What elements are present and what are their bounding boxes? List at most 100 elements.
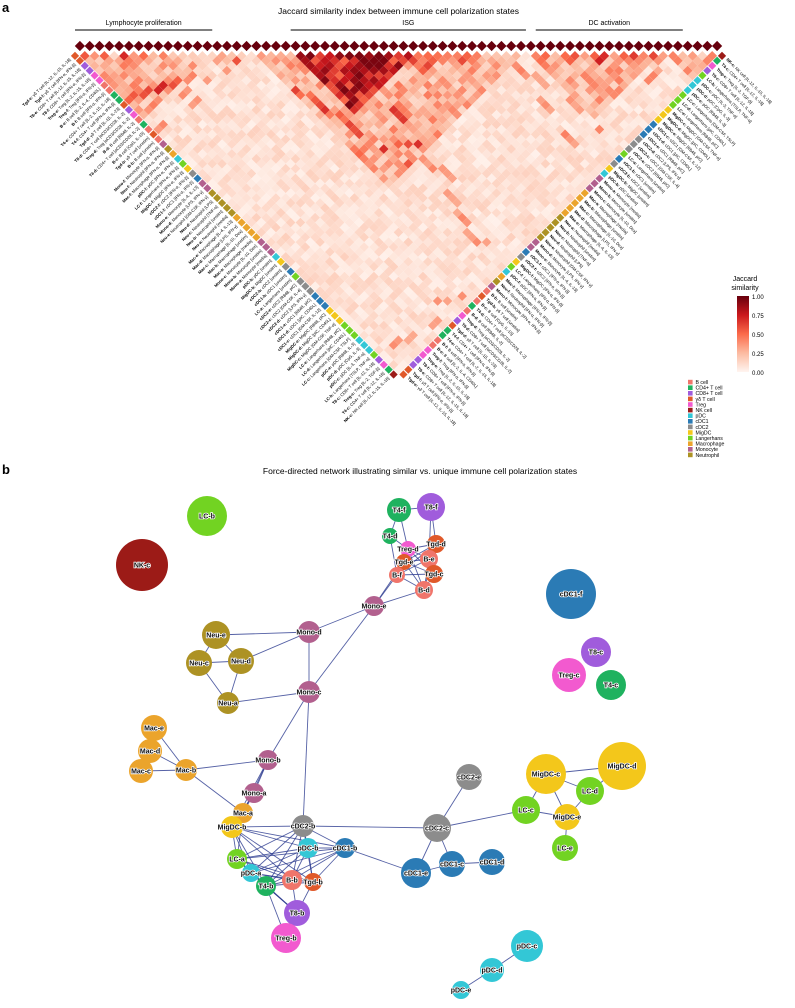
left-edge-marker [75,56,85,65]
node-label: T4-c [604,683,619,690]
heatmap-cell [266,90,276,101]
heatmap-cell [359,232,370,243]
heatmap-cell [628,109,639,120]
heatmap-cell [486,183,497,194]
heatmap-cell [383,60,394,71]
heatmap-cell [418,202,428,213]
heatmap-cell [236,178,247,189]
heatmap-cell [349,144,360,154]
heatmap-cell [398,55,409,66]
heatmap-cell [354,119,365,130]
right-edge-marker [453,316,462,325]
heatmap-diagonal-cell [251,40,262,52]
heatmap-cell [398,144,409,154]
heatmap-cell [236,139,247,150]
network-edge [215,631,310,636]
heatmap-cell [339,153,350,164]
heatmap-cell [329,202,340,213]
right-edge-marker [482,287,491,296]
heatmap-cell [413,198,424,208]
heatmap-cell [476,271,487,282]
heatmap-cell [491,119,502,130]
heatmap-cell [511,227,522,238]
heatmap-cell [423,286,433,297]
heatmap-cell [501,60,512,71]
heatmap-cell [462,247,473,257]
heatmap-cell [511,51,522,61]
heatmap-cell [432,129,443,140]
network-node [598,742,646,790]
heatmap-cell [432,100,443,110]
heatmap-cell [418,310,428,321]
heatmap-cell [432,198,443,208]
heatmap-diagonal-cell [712,40,723,52]
heatmap-cell [226,119,237,130]
heatmap-cell [378,75,389,86]
heatmap-cell [378,144,389,154]
heatmap-cell [472,70,482,81]
heatmap-cell [481,247,492,257]
heatmap-cell [324,139,335,150]
heatmap-cell [354,237,365,248]
heatmap-cell [256,217,267,228]
node-label: cDC1-e [404,871,428,878]
heatmap-cell [354,51,365,61]
heatmap-cell [457,75,468,86]
heatmap-cell [403,60,414,71]
heatmap-diagonal-cell [623,40,634,52]
heatmap-cell [457,104,468,115]
heatmap-cell [427,232,438,243]
heatmap-cell [271,153,281,164]
heatmap-cell [501,237,512,248]
heatmap-cell [462,149,473,159]
heatmap-cell [329,232,340,243]
heatmap-cell [271,242,281,252]
node-label: Mono-b [255,758,280,765]
heatmap-cell [320,104,330,115]
heatmap-cell [339,281,350,292]
heatmap-cell [383,168,394,179]
heatmap-cell [207,90,218,101]
heatmap-cell [437,271,448,282]
heatmap-cell [290,212,301,223]
heatmap-cell [413,119,424,130]
heatmap-cell [530,119,541,130]
heatmap-cell [619,70,629,81]
heatmap-cell [447,144,458,154]
heatmap-cell [476,163,487,174]
heatmap-cell [310,261,321,272]
heatmap-cell [452,198,463,208]
heatmap-cell [295,80,306,91]
heatmap-cell [315,109,325,120]
heatmap-cell [187,129,198,140]
group-label: ISG [402,20,414,27]
heatmap-cell [349,183,360,194]
heatmap-cell [393,178,404,189]
heatmap-cell [560,109,571,120]
right-edge-marker [413,355,423,364]
heatmap-cell [256,129,267,140]
heatmap-cell [99,51,110,61]
heatmap-cell [158,109,169,120]
heatmap-cell [109,51,120,61]
heatmap-cell [251,95,262,105]
heatmap-cell [599,51,610,61]
heatmap-cell [418,85,428,96]
heatmap-cell [373,296,384,306]
heatmap-cell [486,232,497,243]
heatmap-cell [383,207,394,218]
heatmap-cell [290,104,301,115]
heatmap-cell [290,173,301,184]
heatmap-cell [217,51,227,61]
heatmap-cell [256,60,267,71]
heatmap-cell [280,134,291,145]
heatmap-cell [393,217,404,228]
network-node [228,648,254,674]
heatmap-cell [423,325,433,336]
heatmap-cell [373,345,384,355]
right-edge-marker [639,130,648,139]
heatmap-cell [452,158,463,169]
heatmap-cell [476,202,487,213]
heatmap-cell [295,178,306,189]
heatmap-cell [339,65,350,76]
